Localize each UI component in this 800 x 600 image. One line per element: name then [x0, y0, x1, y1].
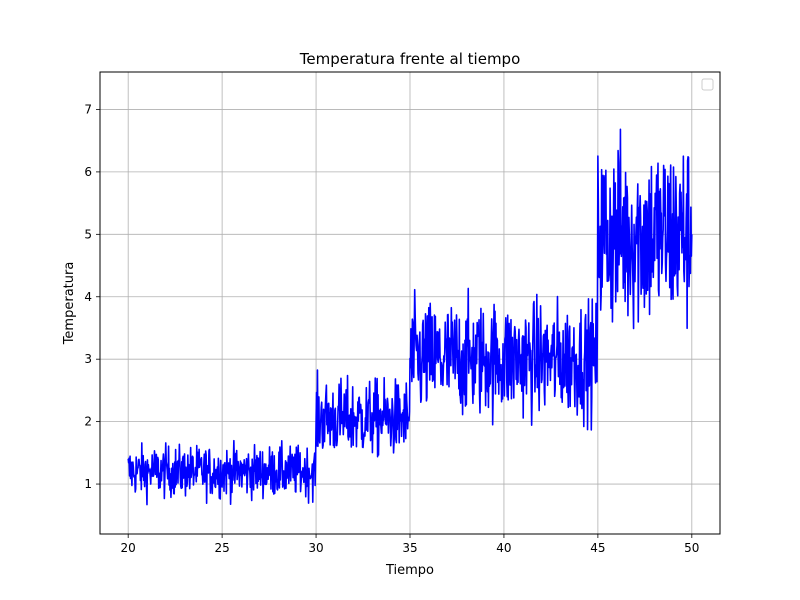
legend-box	[701, 78, 714, 91]
y-tick-label: 3	[84, 352, 92, 366]
chart-title: Temperatura frente al tiempo	[299, 50, 521, 68]
series-lines	[127, 128, 693, 506]
x-axis-label: Tiempo	[385, 563, 434, 578]
x-tick-label: 50	[684, 541, 699, 555]
y-tick-label: 6	[84, 165, 92, 179]
x-tick-label: 45	[590, 541, 605, 555]
y-tick-label: 5	[84, 227, 92, 241]
y-tick-label: 4	[84, 290, 92, 304]
y-tick-label: 1	[84, 477, 92, 491]
x-tick-label: 35	[402, 541, 417, 555]
y-tick-label: 7	[84, 102, 92, 116]
y-axis-label: Temperatura	[62, 262, 77, 346]
temperature-series-line	[127, 128, 693, 506]
x-tick-label: 30	[308, 541, 323, 555]
x-tick-label: 25	[214, 541, 229, 555]
y-tick-label: 2	[84, 415, 92, 429]
x-tick-label: 20	[121, 541, 136, 555]
x-tick-label: 40	[496, 541, 511, 555]
